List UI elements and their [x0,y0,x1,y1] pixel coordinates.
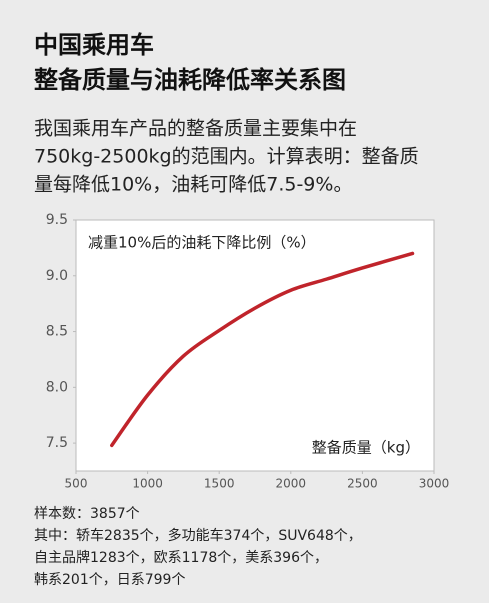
x-tick-label: 2500 [347,477,378,491]
x-tick-label: 2000 [276,477,307,491]
note: 样本数：3857个 [34,506,140,522]
y-tick-label: 8.0 [46,379,68,395]
y-axis-label: 减重10%后的油耗下降比例（%） [88,234,316,252]
chart-title: 中国乘用车 [34,31,154,59]
x-tick-label: 500 [65,477,88,491]
plot-area [75,219,435,472]
description: 我国乘用车产品的整备质量主要集中在 [34,118,357,140]
y-tick-label: 7.5 [46,435,68,451]
y-tick-label: 9.0 [46,268,68,284]
x-tick-label: 1500 [204,477,235,491]
description: 750kg-2500kg的范围内。计算表明：整备质 [34,146,419,168]
x-tick-label: 3000 [419,477,450,491]
chart-title: 整备质量与油耗降低率关系图 [34,66,346,94]
x-axis-label: 整备质量（kg） [312,439,420,457]
note: 韩系201个，日系799个 [34,572,185,588]
y-tick-label: 8.5 [46,324,68,340]
note: 其中：轿车2835个，多功能车374个，SUV648个， [34,527,362,544]
y-tick-label: 9.5 [46,212,68,228]
note: 自主品牌1283个，欧系1178个，美系396个， [34,549,328,566]
x-tick-label: 1000 [132,477,163,491]
description: 量每降低10%，油耗可降低7.5-9%。 [34,174,352,196]
line [110,251,415,448]
